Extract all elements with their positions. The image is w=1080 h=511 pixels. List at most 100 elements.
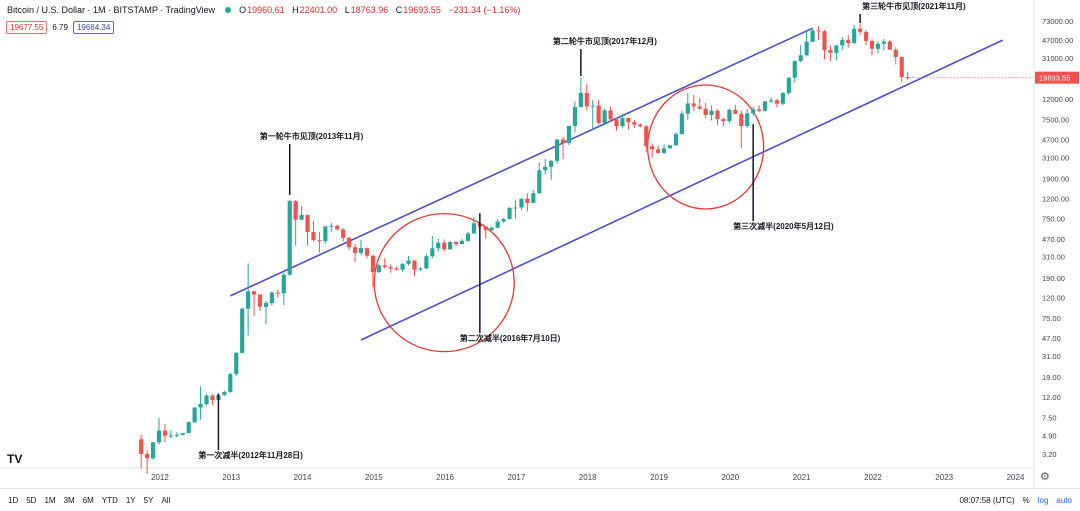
candle-body <box>590 105 595 107</box>
candle-body <box>525 198 530 203</box>
candle-body <box>751 109 756 114</box>
candle-body <box>305 215 310 233</box>
candle-body <box>465 233 471 241</box>
candle-body <box>210 395 215 400</box>
candle-body <box>869 40 875 49</box>
close-value: 19693.55 <box>403 5 441 15</box>
candle-body <box>644 126 649 147</box>
candle-body <box>834 45 839 53</box>
range-6m[interactable]: 6M <box>82 495 94 505</box>
gear-icon[interactable]: ⚙ <box>1040 471 1050 483</box>
candle-body <box>341 229 346 238</box>
y-tick-label: 750.00 <box>1042 215 1065 224</box>
range-ytd[interactable]: YTD <box>101 495 118 505</box>
candle-body <box>162 430 168 436</box>
y-tick-label: 3.20 <box>1042 450 1057 459</box>
candle-body <box>204 395 209 404</box>
candle-body <box>335 225 340 230</box>
symbol-title[interactable]: Bitcoin / U.S. Dollar · 1M · BITSTAMP · … <box>7 5 216 15</box>
candle-body <box>198 403 203 408</box>
annotation-label: 第三次减半(2020年5月12日) <box>733 221 834 231</box>
candle-body <box>572 107 577 126</box>
candle-body <box>156 430 162 443</box>
candle-body <box>448 241 453 250</box>
candle-body <box>822 31 827 51</box>
candle-body <box>638 124 643 127</box>
candle-body <box>810 30 815 42</box>
candle-body <box>691 103 696 107</box>
channel-lower-line[interactable] <box>360 39 1004 341</box>
candle-body <box>394 268 399 270</box>
candle-body <box>852 28 857 44</box>
candle-body <box>436 242 441 249</box>
candle-body <box>804 41 809 56</box>
candle-body <box>139 439 144 454</box>
candle-body <box>608 110 613 120</box>
auto-toggle[interactable]: auto <box>1056 495 1072 505</box>
candle-body <box>905 77 910 79</box>
x-tick-label: 2013 <box>222 473 240 482</box>
x-tick-label: 2012 <box>151 473 169 482</box>
y-tick-label: 4.90 <box>1042 432 1057 441</box>
y-tick-label: 12.00 <box>1042 393 1061 402</box>
candle-body <box>715 110 720 120</box>
channel-upper-line[interactable] <box>229 27 813 297</box>
candle-body <box>709 110 714 115</box>
candle-body <box>222 391 227 395</box>
candle-body <box>566 125 572 143</box>
candle-body <box>798 55 803 61</box>
candle-body <box>311 232 316 241</box>
range-1y[interactable]: 1Y <box>125 495 136 505</box>
candle-body <box>584 93 589 107</box>
candle-body <box>881 41 886 44</box>
range-selector: 1D 5D 1M 3M 6M YTD 1Y 5Y All <box>4 496 174 505</box>
candle-body <box>513 207 518 209</box>
percent-toggle[interactable]: % <box>1022 495 1030 505</box>
candle-body <box>745 113 750 127</box>
candle-body <box>780 93 785 104</box>
candle-body <box>537 170 542 194</box>
highlight-circle-1[interactable] <box>373 212 515 353</box>
y-tick-label: 7500.00 <box>1042 115 1069 124</box>
y-tick-label: 19.00 <box>1042 373 1061 382</box>
y-tick-label: 75.00 <box>1042 314 1061 323</box>
candle-body <box>507 207 512 220</box>
price-chart[interactable]: 73000.0047000.0031000.0020000.0012000.00… <box>0 0 1080 488</box>
range-3m[interactable]: 3M <box>63 495 75 505</box>
range-5y[interactable]: 5Y <box>143 495 154 505</box>
range-all[interactable]: All <box>161 495 171 505</box>
candle-body <box>774 100 780 104</box>
annotation-label: 第二轮牛市见顶(2017年12月) <box>553 36 657 46</box>
candle-body <box>287 201 292 275</box>
candle-body <box>471 223 476 234</box>
y-tick-label: 120.00 <box>1042 294 1065 303</box>
candle-body <box>650 146 655 150</box>
y-tick-label: 470.00 <box>1042 235 1065 244</box>
candle-body <box>299 215 304 220</box>
highlight-circle-2[interactable] <box>646 84 765 210</box>
range-1d[interactable]: 1D <box>8 495 19 505</box>
trade-buttons: 19677.55 6.79 19684.34 <box>6 21 115 34</box>
candle-body <box>234 352 239 375</box>
log-toggle[interactable]: log <box>1037 495 1049 505</box>
market-status-dot <box>225 7 232 13</box>
candle-body <box>174 434 179 436</box>
buy-button[interactable]: 19684.34 <box>72 21 115 34</box>
candle-body <box>614 119 619 127</box>
candle-body <box>192 407 197 423</box>
candle-body <box>364 248 370 256</box>
y-tick-label: 1200.00 <box>1042 194 1069 203</box>
candle-body <box>145 454 150 459</box>
candle-body <box>739 113 744 127</box>
range-1m[interactable]: 1M <box>44 495 56 505</box>
candle-body <box>846 40 851 44</box>
candle-body <box>656 149 661 153</box>
y-tick-label: 7.50 <box>1042 413 1057 422</box>
candle-body <box>257 294 263 307</box>
candle-body <box>186 422 191 434</box>
sell-button[interactable]: 19677.55 <box>6 21 48 34</box>
range-5d[interactable]: 5D <box>26 495 37 505</box>
y-tick-label: 190.00 <box>1042 274 1065 283</box>
open-value: 19960.61 <box>247 5 285 15</box>
candle-body <box>370 255 375 273</box>
